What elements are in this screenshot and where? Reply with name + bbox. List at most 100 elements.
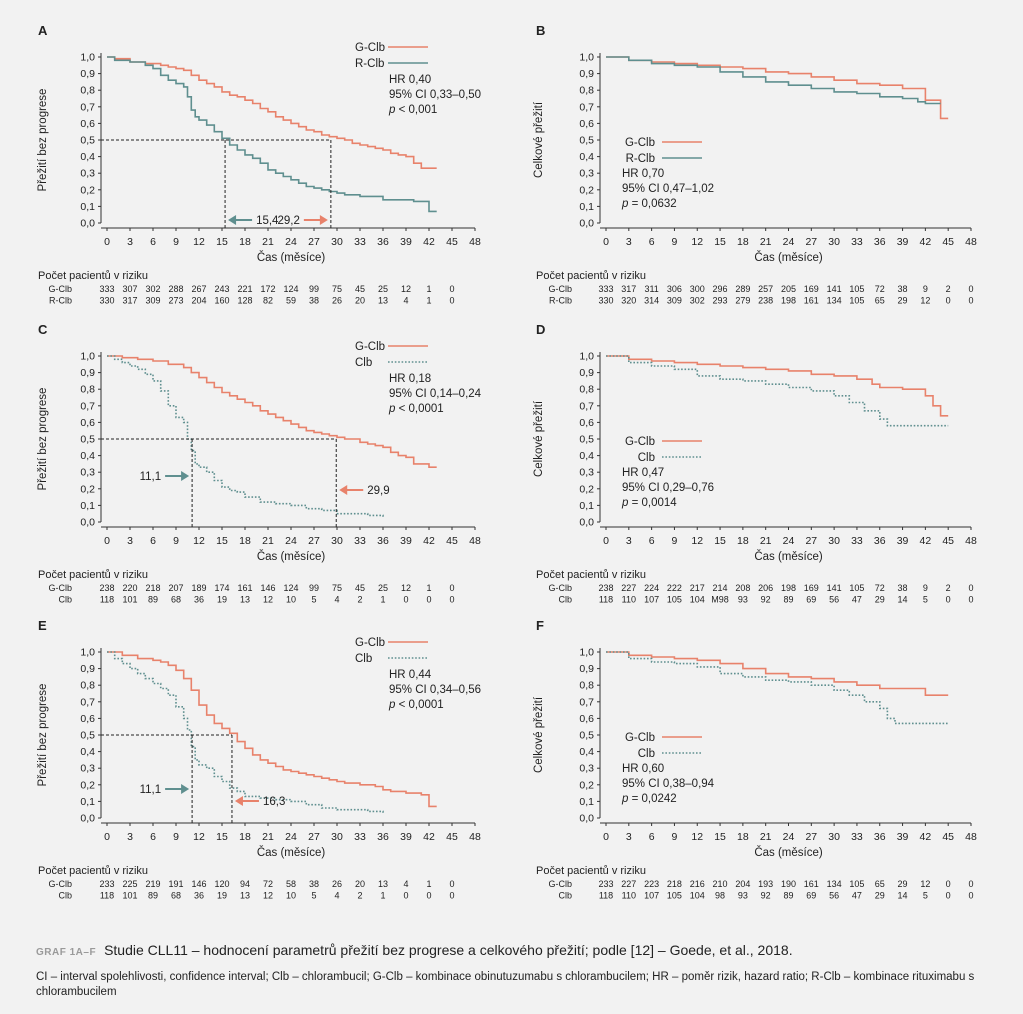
risk-count: 134 [827, 879, 842, 889]
x-tick-label: 6 [150, 535, 156, 547]
risk-count: 68 [171, 891, 181, 901]
risk-count: 12 [263, 891, 273, 901]
y-tick-label: 0,3 [80, 763, 95, 775]
risk-count: 38 [898, 583, 908, 593]
y-tick-label: 0,4 [80, 746, 95, 758]
x-tick-label: 42 [423, 831, 435, 843]
risk-count: 293 [713, 296, 728, 306]
median-label: 11,1 [140, 784, 162, 796]
risk-count: 141 [827, 583, 842, 593]
y-tick-label: 0,2 [80, 184, 95, 196]
risk-count: 198 [781, 296, 796, 306]
risk-count: 204 [735, 879, 750, 889]
risk-count: 198 [781, 583, 796, 593]
hazard-ratio: HR 0,40 [389, 74, 431, 86]
survival-curve-clb [606, 355, 949, 427]
y-tick-label: 1,0 [80, 351, 95, 363]
x-tick-label: 42 [920, 831, 932, 843]
risk-count: 5 [923, 891, 928, 901]
risk-count: 92 [761, 595, 771, 605]
x-tick-label: 0 [603, 535, 609, 547]
y-tick-label: 0,8 [80, 85, 95, 97]
y-tick-label: 0,8 [80, 384, 95, 396]
x-tick-label: 15 [714, 535, 726, 547]
survival-curve-clb [107, 355, 384, 517]
confidence-interval: 95% CI 0,14–0,24 [389, 388, 482, 400]
risk-count: 105 [849, 879, 864, 889]
y-tick-label: 1,0 [579, 52, 594, 64]
confidence-interval: 95% CI 0,34–0,56 [389, 684, 481, 696]
risk-count: 223 [644, 879, 659, 889]
legend-label: G-Clb [625, 436, 655, 448]
p-value: p = 0,0632 [621, 198, 677, 210]
risk-count: 118 [100, 891, 114, 901]
x-tick-label: 45 [942, 535, 954, 547]
y-tick-label: 0,4 [579, 450, 594, 462]
risk-count: M98 [711, 595, 729, 605]
risk-count: 72 [875, 583, 885, 593]
risk-count: 300 [690, 284, 705, 294]
y-tick-label: 0,6 [579, 417, 594, 429]
y-axis-label: Celkové přežití [533, 101, 545, 178]
x-tick-label: 18 [239, 535, 251, 547]
risk-count: 233 [99, 879, 114, 889]
x-tick-label: 30 [828, 535, 840, 547]
risk-count: 124 [283, 583, 298, 593]
x-tick-label: 48 [965, 236, 977, 248]
risk-count: 124 [283, 284, 298, 294]
risk-count: 214 [713, 583, 728, 593]
risk-count: 9 [923, 284, 928, 294]
risk-row-label: Clb [558, 891, 572, 901]
median-arrow-head [181, 471, 190, 481]
x-tick-label: 27 [805, 535, 817, 547]
risk-count: 0 [968, 879, 973, 889]
y-tick-label: 0,4 [80, 151, 95, 163]
risk-count: 56 [829, 891, 839, 901]
risk-count: 0 [968, 296, 973, 306]
x-tick-label: 3 [626, 831, 632, 843]
median-arrow-head [228, 215, 237, 225]
risk-count: 161 [804, 879, 819, 889]
risk-count: 105 [667, 891, 682, 901]
y-tick-label: 0,4 [579, 151, 594, 163]
risk-count: 29 [898, 879, 908, 889]
risk-row-label: G-Clb [548, 284, 572, 294]
y-tick-label: 0,7 [80, 101, 95, 113]
risk-table-title: Počet pacientů v riziku [38, 865, 148, 877]
y-tick-label: 0,2 [579, 779, 594, 791]
risk-count: 45 [355, 284, 365, 294]
x-axis-label: Čas (měsíce) [754, 550, 823, 563]
y-tick-label: 0,9 [80, 68, 95, 80]
risk-count: 243 [214, 284, 229, 294]
panel-e: E0,00,10,20,30,40,50,60,70,80,91,00 3 6 9 12… [37, 618, 481, 901]
risk-count: 118 [100, 595, 114, 605]
median-label: 11,1 [140, 471, 162, 483]
risk-count: 29 [875, 891, 885, 901]
survival-curve-g-clb [606, 56, 949, 120]
risk-count: 13 [240, 891, 250, 901]
x-tick-label: 39 [400, 535, 412, 547]
risk-count: 221 [237, 284, 252, 294]
x-tick-label: 33 [851, 236, 863, 248]
risk-count: 99 [309, 583, 319, 593]
risk-count: 227 [621, 583, 636, 593]
y-axis-label: Celkové přežití [533, 400, 545, 477]
panel-letter: C [38, 322, 48, 337]
y-tick-label: 0,6 [80, 417, 95, 429]
risk-count: 26 [332, 879, 342, 889]
risk-count: 317 [621, 284, 636, 294]
legend-label: G-Clb [355, 637, 385, 649]
survival-curve-clb [107, 651, 384, 813]
risk-count: 89 [783, 891, 793, 901]
risk-count: 38 [309, 879, 319, 889]
x-tick-label: 39 [897, 831, 909, 843]
y-tick-label: 0,3 [579, 168, 594, 180]
x-tick-label: 36 [377, 535, 389, 547]
risk-count: 204 [191, 296, 206, 306]
hazard-ratio: HR 0,60 [622, 763, 664, 775]
p-value: p < 0,0001 [388, 403, 444, 415]
risk-count: 105 [849, 583, 864, 593]
y-tick-label: 0,6 [579, 713, 594, 725]
y-tick-label: 1,0 [579, 351, 594, 363]
